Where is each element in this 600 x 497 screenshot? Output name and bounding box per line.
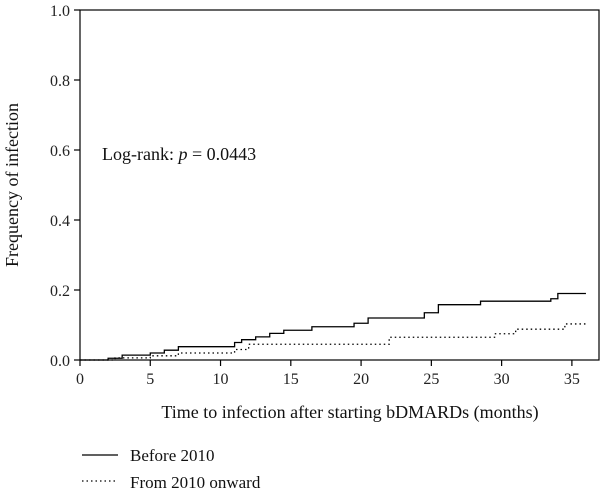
x-tick-label: 20: [353, 371, 369, 388]
y-tick-label: 0.2: [50, 283, 70, 300]
series-line-from-2010-onward: [80, 323, 586, 361]
annotation-value: = 0.0443: [187, 144, 256, 164]
plot-frame: [79, 9, 600, 361]
x-tick-label: 35: [564, 371, 580, 388]
y-tick-label: 0.8: [50, 73, 70, 90]
legend: Before 2010 From 2010 onward: [82, 446, 261, 492]
y-axis-title: Frequency of infection: [2, 103, 22, 267]
series-line-before-2010: [80, 292, 586, 361]
x-axis-title: Time to infection after starting bDMARDs…: [161, 402, 538, 423]
x-tick-label: 25: [423, 371, 439, 388]
annotation-prefix: Log-rank:: [102, 144, 178, 164]
x-tick-label: 10: [213, 371, 229, 388]
log-rank-annotation: Log-rank: p = 0.0443: [102, 144, 256, 164]
legend-label-from-2010: From 2010 onward: [130, 473, 261, 492]
x-tick-label: 30: [494, 371, 510, 388]
x-tick-label: 15: [283, 371, 299, 388]
axes: 0 5 10 15 20 25 30 35 0.0 0.2 0.4 0.6 0.8 1.0: [50, 3, 580, 388]
legend-label-before-2010: Before 2010: [130, 446, 215, 465]
y-tick-label: 0.6: [50, 143, 70, 160]
y-tick-label: 0.0: [50, 353, 70, 370]
annotation-p-symbol: p: [176, 144, 187, 164]
y-tick-label: 0.4: [50, 213, 70, 230]
series-layer: [80, 292, 586, 361]
x-tick-label: 5: [146, 371, 154, 388]
x-tick-label: 0: [76, 371, 84, 388]
y-tick-label: 1.0: [50, 3, 70, 20]
